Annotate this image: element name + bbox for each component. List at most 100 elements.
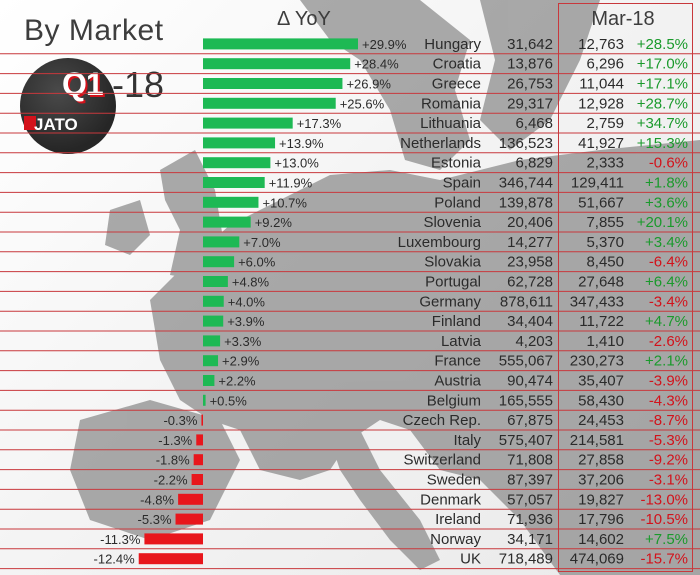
mar-volume: 2,759 — [586, 115, 624, 132]
bar-value-label: +13.0% — [274, 156, 319, 171]
bar-sweden — [191, 474, 203, 485]
q1-volume: 20,406 — [507, 214, 553, 231]
italy-shape — [330, 430, 440, 570]
mar-change: +3.6% — [645, 194, 688, 211]
market-name: Portugal — [425, 274, 481, 291]
bar-value-label: +3.9% — [227, 314, 265, 329]
mar-change: +17.0% — [637, 56, 688, 73]
q1-volume: 90,474 — [507, 373, 553, 390]
mar-volume: 58,430 — [578, 392, 624, 409]
mar-volume: 24,453 — [578, 412, 624, 429]
mar-change: -3.1% — [649, 472, 688, 489]
badge-year-suffix: -18 — [112, 64, 165, 105]
mar-change: -13.0% — [640, 491, 688, 508]
mar-volume: 12,928 — [578, 95, 624, 112]
bar-value-label: -0.3% — [163, 413, 197, 428]
bar-france — [203, 355, 219, 367]
q1-volume: 13,876 — [507, 56, 553, 73]
bar-switzerland — [193, 454, 203, 466]
q1-volume: 26,753 — [507, 76, 553, 93]
q1-volume: 575,407 — [499, 432, 553, 449]
bar-value-label: +10.7% — [262, 195, 307, 210]
mar-change: -3.4% — [649, 293, 688, 310]
ireland-shape — [105, 200, 150, 255]
mar-change: +2.1% — [645, 353, 688, 370]
mar-volume: 35,407 — [578, 373, 624, 390]
bar-value-label: -2.2% — [154, 473, 188, 488]
month-column-box — [558, 3, 693, 572]
q1-volume: 23,958 — [507, 254, 553, 271]
q1-volume: 57,057 — [507, 491, 553, 508]
mar-volume: 2,333 — [586, 155, 624, 172]
mar-change: +28.7% — [637, 95, 688, 112]
mar-change: -2.6% — [649, 333, 688, 350]
bar-value-label: -1.8% — [156, 453, 190, 468]
q1-volume: 34,171 — [507, 531, 553, 548]
bar-spain — [203, 177, 265, 188]
bar-value-label: +7.0% — [243, 235, 281, 250]
mar-volume: 27,648 — [578, 274, 624, 291]
mar-volume: 12,763 — [578, 36, 624, 53]
q1-volume: 14,277 — [507, 234, 553, 251]
q1-volume: 346,744 — [499, 175, 553, 192]
market-name: Lithuania — [420, 115, 482, 132]
market-name: Switzerland — [403, 452, 481, 469]
q1-volume: 6,829 — [515, 155, 553, 172]
mar-volume: 41,927 — [578, 135, 624, 152]
q1-volume: 62,728 — [507, 274, 553, 291]
bar-value-label: +6.0% — [238, 255, 276, 270]
mar-change: -0.6% — [649, 155, 688, 172]
bar-value-label: +4.0% — [228, 294, 266, 309]
bar-netherlands — [203, 137, 276, 149]
mar-volume: 27,858 — [578, 452, 624, 469]
q1-volume: 29,317 — [507, 95, 553, 112]
mar-change: +6.4% — [645, 274, 688, 291]
bar-value-label: +9.2% — [255, 215, 293, 230]
q1-volume: 139,878 — [499, 194, 553, 211]
market-name: Germany — [419, 293, 481, 310]
chart-title: By Market — [24, 14, 164, 47]
bar-lithuania — [203, 117, 293, 129]
month-header: Mar-18 — [591, 8, 655, 30]
mar-change: -6.4% — [649, 254, 688, 271]
bar-value-label: +28.4% — [354, 57, 399, 72]
bar-value-label: -1.3% — [158, 433, 192, 448]
bar-germany — [203, 295, 224, 307]
mar-volume: 7,855 — [586, 214, 624, 231]
bar-portugal — [203, 276, 228, 287]
mar-change: +28.5% — [637, 36, 688, 53]
bar-value-label: +2.9% — [222, 354, 260, 369]
mar-volume: 37,206 — [578, 472, 624, 489]
mar-change: -10.5% — [640, 511, 688, 528]
bar-value-label: +25.6% — [340, 96, 385, 111]
mar-change: +15.3% — [637, 135, 688, 152]
q1-volume: 71,936 — [507, 511, 553, 528]
mar-volume: 5,370 — [586, 234, 624, 251]
q1-volume: 6,468 — [515, 115, 553, 132]
bar-value-label: +0.5% — [210, 393, 248, 408]
mar-volume: 19,827 — [578, 491, 624, 508]
mar-change: +7.5% — [645, 531, 688, 548]
q1-volume: 67,875 — [507, 412, 553, 429]
bar-italy — [196, 434, 203, 446]
market-name: Luxembourg — [398, 234, 481, 251]
market-name: UK — [460, 551, 481, 568]
bar-poland — [203, 196, 259, 208]
mar-change: -15.7% — [640, 551, 688, 568]
market-name: Denmark — [420, 491, 481, 508]
badge-quarter: Q1 — [62, 66, 104, 102]
mar-change: -8.7% — [649, 412, 688, 429]
mar-volume: 51,667 — [578, 194, 624, 211]
market-name: Hungary — [424, 36, 481, 53]
bar-norway — [144, 533, 203, 545]
mar-change: -9.2% — [649, 452, 688, 469]
yoy-header: Δ YoY — [277, 8, 331, 30]
market-name: Poland — [434, 194, 481, 211]
mar-volume: 17,796 — [578, 511, 624, 528]
mar-change: -3.9% — [649, 373, 688, 390]
mar-change: +17.1% — [637, 76, 688, 93]
market-name: Austria — [434, 373, 481, 390]
q1-volume: 878,611 — [500, 293, 553, 310]
mar-volume: 347,433 — [570, 293, 624, 310]
mar-volume: 474,069 — [570, 551, 624, 568]
